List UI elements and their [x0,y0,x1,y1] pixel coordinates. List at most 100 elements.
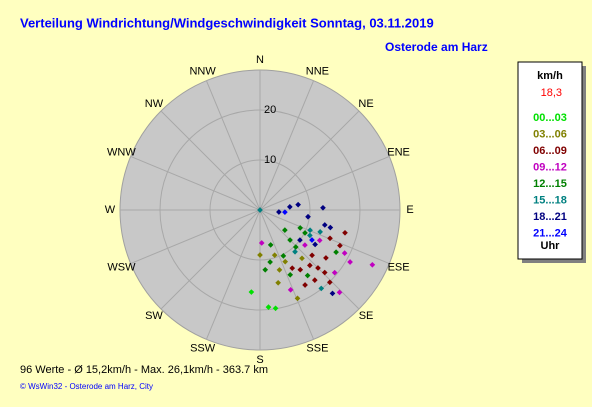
legend-entry: 21...24 [533,227,568,239]
wind-point [280,253,287,259]
wind-point [327,235,333,242]
wind-point [258,240,265,246]
wind-point [297,266,304,273]
spoke [259,155,390,211]
direction-label: W [105,204,116,216]
wind-point [304,272,311,279]
direction-label: NW [145,98,164,110]
wind-point [248,289,255,295]
footer: 96 Werte - Ø 15,2km/h - Max. 26,1km/h - … [20,364,268,376]
direction-label: NNE [306,65,329,77]
wind-point [299,255,305,262]
wind-point [297,237,303,243]
direction-label: E [406,204,413,216]
wind-point [267,242,274,248]
direction-label: NE [358,98,373,110]
wind-point [327,224,334,231]
wind-point [341,250,348,256]
direction-label: SW [145,310,163,322]
direction-label: N [256,54,264,66]
wind-point [276,209,282,215]
spoke [259,80,315,211]
wind-point [312,241,318,248]
wind-point [320,204,326,211]
wind-point [318,285,325,292]
wind-point [262,266,269,273]
wind-point [275,279,281,286]
wind-point [329,290,336,297]
legend-entry: 15...18 [533,194,567,206]
wind-point [342,229,348,236]
wind-point [297,225,304,231]
legend-entry: 06...09 [533,145,567,157]
wind-point [267,259,273,265]
wind-point [307,227,313,234]
legend-footer: Uhr [541,240,561,252]
wind-point [326,279,333,286]
grid-ring [159,109,361,311]
wind-point [333,249,339,256]
wind-point [289,265,296,271]
legend-box [517,61,583,260]
direction-label: SSW [190,342,216,354]
wind-point [271,252,278,259]
wind-point [347,259,353,265]
wind-point [292,244,299,250]
wind-point [302,242,308,248]
wind-point [309,252,315,259]
wind-point [282,209,288,216]
wind-point [287,271,294,278]
spoke [259,209,315,340]
chart-title: Verteilung Windrichtung/Windgeschwindigk… [20,15,434,30]
legend-title: km/h [537,70,563,82]
wind-point [337,242,343,249]
wind-point [272,305,279,312]
wind-point [295,201,301,208]
legend-entry: 12...15 [533,178,567,190]
direction-label: ESE [388,261,410,273]
direction-label: WSW [107,261,136,273]
wind-point [331,269,338,276]
legend-entry: 03...06 [533,128,567,140]
spoke [259,110,360,211]
direction-label: SSE [306,342,328,354]
direction-label: SE [359,310,374,322]
wind-point [294,295,301,302]
wind-point [321,269,328,276]
wind-point [321,222,328,228]
wind-point [282,258,289,265]
wind-point [302,282,308,288]
wind-point [257,252,263,258]
wind-point [302,230,308,236]
wind-point [282,227,288,233]
spoke [259,209,390,265]
direction-label: ENE [387,147,410,159]
wind-point [287,237,293,243]
legend-entry: 00...03 [533,112,567,124]
wind-point [315,265,321,271]
r-tick-label: 10 [264,154,276,166]
copyright: © WsWin32 - Osterode am Harz, City [20,382,153,391]
wind-point [309,237,315,243]
r-tick-label: 20 [264,104,276,116]
spoke [205,209,261,340]
spoke [259,209,360,310]
spoke [160,110,261,211]
spoke [130,155,261,211]
spoke [160,209,261,310]
wind-point [287,204,293,210]
spoke [205,80,261,211]
wind-point [292,248,298,255]
wind-point [316,237,323,244]
wind-point [317,229,323,235]
direction-label: NNW [189,65,216,77]
wind-point [265,304,272,310]
wind-point [311,277,318,283]
wind-point [276,267,283,273]
wind-point [307,232,313,239]
direction-label: WNW [107,147,136,159]
direction-label: S [256,354,263,366]
wind-point [287,286,294,293]
